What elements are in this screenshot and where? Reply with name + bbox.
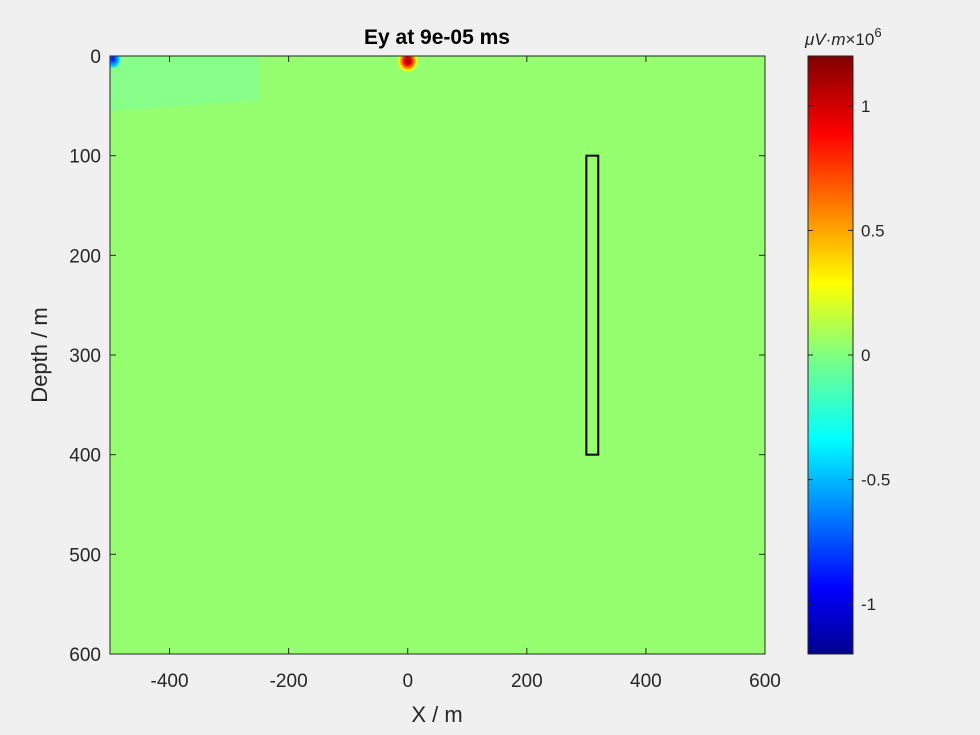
y-tick-label: 400 [69, 446, 101, 467]
corner-anomaly [110, 56, 122, 70]
colorbar-tick-label: 0 [861, 346, 870, 365]
y-tick-label: 600 [69, 645, 101, 666]
target-box [585, 154, 600, 456]
x-tick-label: 200 [511, 671, 543, 692]
colorbar-tick-label: -1 [861, 595, 876, 614]
colorbar-tick-label: 0.5 [861, 221, 885, 240]
x-tick-label: -400 [151, 671, 189, 692]
y-axis: 0 100 200 300 400 500 600 [69, 47, 765, 666]
colorbar: -1 -0.5 0 0.5 1 μV·m×106 [804, 25, 890, 655]
colorbar-tick-label: 1 [861, 97, 870, 116]
heatmap-background [110, 56, 765, 654]
x-tick-label: 0 [402, 671, 413, 692]
x-tick-label: 600 [749, 671, 781, 692]
heatmap-plot-area [110, 56, 765, 654]
y-tick-label: 100 [69, 147, 101, 168]
source-anomaly [396, 56, 419, 73]
y-tick-label: 500 [69, 545, 101, 566]
x-axis: -400 -200 0 200 400 600 [151, 56, 781, 692]
y-tick-label: 300 [69, 346, 101, 367]
y-axis-label: Depth / m [27, 307, 52, 402]
x-tick-label: -200 [270, 671, 308, 692]
chart-title: Ey at 9e-05 ms [364, 26, 510, 49]
colorbar-units: μV·m×106 [804, 25, 882, 49]
y-tick-label: 200 [69, 246, 101, 267]
colorbar-gradient [807, 55, 854, 655]
colorbar-exponent: 6 [874, 25, 881, 40]
colorbar-tick-label: -0.5 [861, 471, 890, 490]
x-tick-label: 400 [630, 671, 662, 692]
colorbar-ticks: -1 -0.5 0 0.5 1 [808, 97, 890, 614]
colorbar-multiplier: ×10 [845, 30, 874, 49]
colorbar-units-label: μV·m [804, 30, 845, 49]
near-surface-layer [110, 56, 259, 111]
x-axis-label: X / m [411, 702, 462, 727]
y-tick-label: 0 [90, 47, 101, 68]
